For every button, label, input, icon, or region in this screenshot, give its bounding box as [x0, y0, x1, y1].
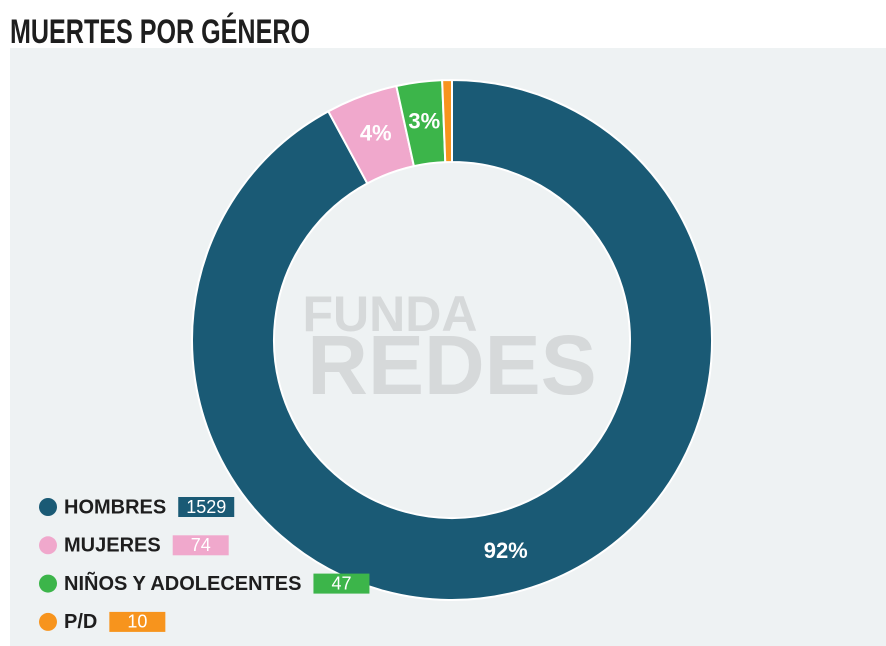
legend-value: 74 [191, 535, 211, 555]
legend-value: 1529 [186, 497, 226, 517]
legend-value: 10 [127, 612, 147, 632]
legend-value-box [313, 573, 370, 594]
slice-label: 4% [360, 121, 392, 146]
donut-slice [441, 78, 453, 164]
legend-label: HOMBRES [64, 496, 166, 518]
donut-slice [191, 78, 713, 601]
slice-label: 92% [484, 538, 528, 563]
legend-marker [39, 574, 57, 593]
legend-label: NIÑOS Y ADOLECENTES [64, 572, 301, 595]
slice-label: 3% [408, 109, 440, 134]
legend-value: 47 [331, 573, 351, 593]
legend-value-box [109, 611, 166, 632]
legend-label: MUJERES [64, 535, 161, 557]
legend-value-box [178, 497, 235, 517]
legend-label: P/D [64, 611, 97, 633]
watermark: FUNDA [303, 286, 478, 342]
legend-marker [39, 498, 57, 516]
legend-marker [39, 536, 57, 555]
chart-title: MUERTES POR GÉNERO [10, 13, 310, 51]
legend-value-box [172, 535, 229, 556]
legend-marker [39, 612, 57, 631]
watermark: REDES [307, 318, 596, 412]
